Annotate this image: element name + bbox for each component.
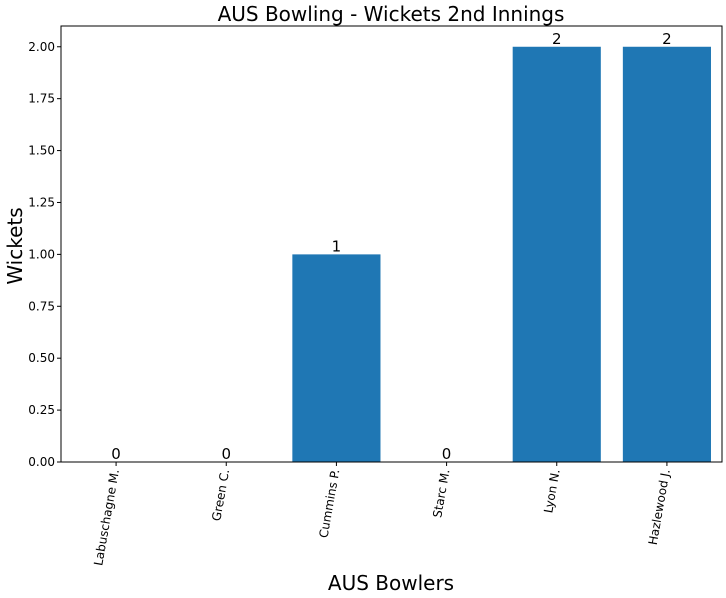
y-tick-label: 1.50	[28, 144, 55, 158]
y-axis-label: Wickets	[3, 207, 27, 284]
plot-frame	[60, 25, 723, 463]
data-label: 2	[552, 30, 562, 48]
x-tick-label: Labuschagne M.	[91, 468, 122, 567]
y-tick-label: 0.50	[28, 351, 55, 365]
x-tick-label: Hazlewood J.	[646, 468, 673, 546]
data-label: 2	[662, 30, 672, 48]
y-tick-label: 0.00	[28, 455, 55, 469]
y-tick-label: 0.25	[28, 403, 55, 417]
bar	[622, 46, 711, 463]
data-label: 0	[111, 445, 121, 463]
data-label: 0	[221, 445, 231, 463]
x-axis-label: AUS Bowlers	[328, 571, 454, 595]
y-tick-label: 0.75	[28, 299, 55, 313]
chart-title: AUS Bowling - Wickets 2nd Innings	[218, 2, 565, 26]
bar	[292, 254, 381, 462]
y-tick-label: 1.00	[28, 247, 55, 261]
y-tick-label: 1.75	[28, 92, 55, 106]
y-tick-label: 1.25	[28, 195, 55, 209]
y-tick-label: 2.00	[28, 40, 55, 54]
x-tick-label: Starc M.	[430, 468, 452, 519]
x-tick-label: Cummins P.	[317, 468, 343, 539]
bar	[512, 46, 601, 463]
x-tick-label: Green C.	[209, 468, 232, 522]
data-label: 0	[442, 445, 452, 463]
data-label: 1	[332, 237, 342, 255]
x-tick-label: Lyon N.	[541, 468, 562, 514]
